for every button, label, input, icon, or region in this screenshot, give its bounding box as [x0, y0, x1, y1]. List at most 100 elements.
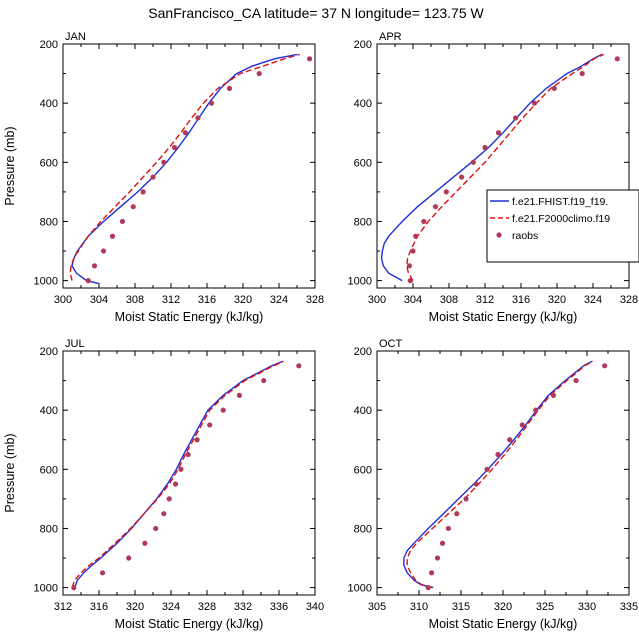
raobs-point: [261, 377, 267, 384]
raobs-point: [307, 56, 313, 62]
y-tick-label: 800: [40, 216, 58, 228]
raobs-point: [425, 585, 431, 591]
raobs-point: [519, 422, 525, 428]
y-tick-label: 200: [40, 346, 58, 358]
legend-label: f.e21.FHIST.f19_f19.: [512, 196, 608, 208]
raobs-point: [182, 130, 188, 136]
y-tick-label: 1000: [348, 583, 372, 595]
x-tick-label: 315: [452, 601, 470, 613]
raobs-point: [614, 56, 620, 62]
x-tick-label: 312: [54, 601, 72, 613]
raobs-point: [602, 363, 608, 369]
y-tick-label: 1000: [34, 583, 58, 595]
legend-label: f.e21.F2000climo.f19: [512, 213, 610, 225]
series-group: [380, 53, 620, 284]
x-tick-label: 330: [578, 601, 596, 613]
x-tick-label: 340: [306, 601, 324, 613]
y-tick-label: 200: [40, 39, 58, 51]
raobs-point: [573, 377, 579, 384]
raobs-point: [473, 481, 479, 487]
raobs-point: [410, 248, 416, 254]
raobs-point: [150, 174, 156, 180]
x-tick-label: 312: [476, 294, 494, 306]
raobs-point: [194, 437, 200, 443]
raobs-point: [85, 278, 91, 284]
raobs-point: [207, 422, 213, 428]
legend-marker: [496, 232, 502, 238]
y-tick-label: 800: [354, 216, 372, 228]
raobs-point: [463, 496, 469, 502]
raobs-point: [208, 100, 215, 106]
raobs-point: [71, 585, 77, 591]
x-tick-label: 316: [198, 294, 216, 306]
panel-apr: 300 304 308 312 316 320 324 328 200 400 600 800 1000…: [348, 31, 639, 324]
legend-box: [486, 189, 639, 263]
panel-label: APR: [379, 31, 402, 43]
raobs-point: [100, 248, 107, 254]
raobs-point: [454, 511, 460, 517]
y-tick-label: 800: [40, 523, 58, 535]
x-tick-label: 324: [270, 294, 288, 306]
x-tick-label: 308: [440, 294, 458, 306]
fhist-line: [403, 360, 593, 589]
raobs-point: [172, 481, 179, 487]
raobs-point: [153, 525, 159, 532]
x-tick-label: 304: [404, 294, 422, 306]
raobs-point: [495, 130, 502, 136]
raobs-point: [439, 540, 446, 546]
x-tick-label: 304: [90, 294, 108, 306]
legend-label: raobs: [512, 230, 538, 242]
plot-frame: [376, 350, 630, 596]
x-tick-label: 328: [306, 294, 324, 306]
x-tick-label: 310: [410, 601, 428, 613]
raobs-point: [550, 392, 557, 398]
f2000climo-line: [69, 53, 300, 281]
y-tick-label: 400: [40, 98, 58, 110]
x-tick-label: 312: [162, 294, 180, 306]
raobs-point: [220, 407, 226, 413]
f2000climo-line: [71, 360, 284, 588]
series-group: [69, 53, 313, 285]
raobs-point: [443, 189, 449, 195]
y-tick-label: 600: [354, 464, 372, 476]
raobs-point: [178, 466, 184, 472]
fhist-line: [71, 53, 298, 285]
raobs-point: [119, 218, 125, 225]
x-axis-label: Moist Static Energy (kJ/kg): [115, 310, 264, 324]
f2000climo-line: [405, 53, 605, 281]
x-tick-label: 328: [620, 294, 638, 306]
x-tick-label: 324: [162, 601, 180, 613]
panel-label: OCT: [379, 338, 403, 350]
panel-oct: 305 310 315 320 325 330 335 200 400 600 800 1000 OCT…: [348, 338, 639, 631]
raobs-point: [172, 144, 178, 151]
raobs-point: [161, 159, 167, 165]
raobs-point: [429, 570, 435, 576]
raobs-point: [236, 392, 242, 398]
y-tick-label: 600: [354, 157, 372, 169]
y-tick-label: 600: [40, 157, 58, 169]
raobs-point: [130, 204, 136, 210]
raobs-point: [482, 144, 488, 151]
raobs-point: [432, 204, 439, 210]
x-tick-label: 325: [536, 601, 554, 613]
plot-frame: [62, 43, 316, 289]
x-axis-label: Moist Static Energy (kJ/kg): [429, 310, 578, 324]
raobs-point: [166, 496, 172, 502]
x-tick-label: 316: [90, 601, 108, 613]
y-axis-label: Pressure (mb): [3, 126, 17, 205]
y-tick-label: 800: [354, 523, 372, 535]
x-tick-label: 305: [368, 601, 386, 613]
y-tick-label: 400: [354, 405, 372, 417]
raobs-point: [579, 70, 585, 77]
raobs-point: [531, 100, 538, 106]
raobs-point: [296, 363, 302, 369]
x-axis-label: Moist Static Energy (kJ/kg): [115, 617, 264, 631]
x-tick-label: 300: [368, 294, 386, 306]
raobs-point: [226, 85, 233, 91]
x-tick-label: 320: [494, 601, 512, 613]
raobs-point: [413, 233, 419, 239]
y-axis-label: Pressure (mb): [3, 433, 17, 512]
y-tick-label: 200: [354, 39, 372, 51]
raobs-point: [406, 263, 412, 269]
